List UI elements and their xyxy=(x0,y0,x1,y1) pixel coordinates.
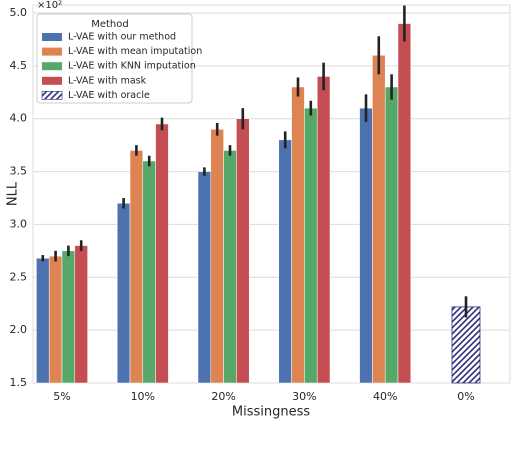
legend-swatch xyxy=(42,33,62,41)
x-tick-label: 5% xyxy=(53,390,70,403)
y-tick-label: 3.5 xyxy=(10,165,28,178)
legend-label: L-VAE with mask xyxy=(68,75,147,86)
y-tick-label: 4.0 xyxy=(10,112,28,125)
legend: Method L-VAE with our method L-VAE with me… xyxy=(36,13,202,104)
bar xyxy=(223,150,237,384)
legend-title: Method xyxy=(91,19,129,30)
y-tick-label: 5.0 xyxy=(10,6,28,19)
bar xyxy=(48,255,63,384)
bar xyxy=(372,55,386,384)
legend-label: L-VAE with our method xyxy=(68,32,176,43)
bar xyxy=(116,203,131,384)
legend-swatch xyxy=(42,76,62,85)
x-tick-label: 40% xyxy=(373,390,397,403)
bar xyxy=(397,23,412,384)
legend-swatch xyxy=(42,47,62,56)
bar xyxy=(155,123,169,384)
legend-swatch xyxy=(42,62,62,71)
y-axis-label: NLL xyxy=(6,181,21,206)
y-tick-label: 2.5 xyxy=(10,270,28,283)
x-tick-label: 0% xyxy=(457,390,474,403)
legend-label: L-VAE with KNN imputation xyxy=(68,61,196,72)
legend-label: L-VAE with mean imputation xyxy=(68,46,202,57)
bar xyxy=(291,86,305,384)
bar xyxy=(236,118,250,384)
bar xyxy=(197,171,212,384)
bar xyxy=(451,306,481,384)
bar xyxy=(304,107,318,384)
bar xyxy=(74,245,88,384)
x-tick-label: 10% xyxy=(131,390,155,403)
bar xyxy=(210,129,224,384)
legend-swatch xyxy=(41,91,63,100)
bar xyxy=(359,107,373,384)
y-tick-label: 2.0 xyxy=(10,323,28,336)
x-tick-label: 20% xyxy=(211,390,235,403)
x-axis-label: Missingness xyxy=(232,405,310,420)
legend-box xyxy=(36,13,193,104)
y-tick-label: 3.0 xyxy=(10,217,28,230)
bar xyxy=(61,250,76,384)
bar xyxy=(142,160,156,384)
bar xyxy=(278,139,292,384)
bar xyxy=(36,258,50,384)
x-tick-label: 30% xyxy=(292,390,316,403)
bar xyxy=(129,150,144,384)
bar xyxy=(316,76,331,384)
y-tick-label: 1.5 xyxy=(10,376,28,389)
legend-label: L-VAE with oracle xyxy=(68,90,150,101)
y-offset-label: ×10² xyxy=(37,0,62,11)
bar xyxy=(384,86,399,384)
y-tick-label: 4.5 xyxy=(10,59,28,72)
